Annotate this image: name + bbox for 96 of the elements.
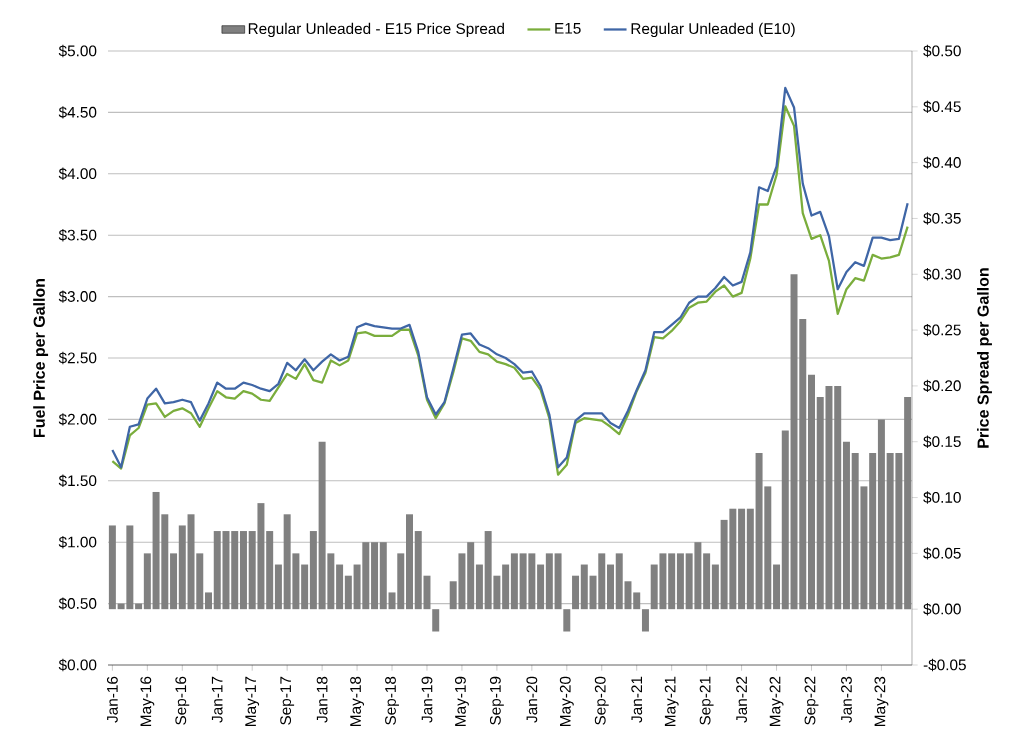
y-tick-label: $2.50 <box>58 351 97 365</box>
bar <box>641 609 649 632</box>
bar <box>668 553 676 610</box>
y2-tick-label: $0.15 <box>923 435 961 448</box>
bar <box>607 564 614 610</box>
x-tick-label: Sep-16 <box>175 676 190 725</box>
bar <box>344 575 352 610</box>
bar <box>108 525 116 610</box>
y2-tick-label: $0.35 <box>923 212 961 225</box>
bar <box>633 592 641 610</box>
x-tick-label: Jan-16 <box>106 676 118 723</box>
bar <box>563 609 571 632</box>
bar <box>869 452 877 610</box>
y2-tick-label: $0.20 <box>923 379 961 393</box>
y-tick-label: $4.00 <box>58 167 97 181</box>
bar <box>135 603 143 610</box>
y2-tick-label: $0.10 <box>923 491 961 504</box>
y2-tick-label: -$0.05 <box>923 658 966 672</box>
x-tick-label: Sep-17 <box>280 676 295 725</box>
x-tick-label: Jan-23 <box>841 676 852 723</box>
x-tick-label: Jan-20 <box>526 676 538 723</box>
x-tick-label: May-20 <box>559 676 574 726</box>
bar <box>231 531 239 610</box>
x-tick-label: Sep-18 <box>385 676 399 725</box>
x-tick-label: Sep-21 <box>699 676 714 725</box>
x-tick-label: May-18 <box>350 676 365 726</box>
bar <box>239 531 247 610</box>
x-tick-label: May-22 <box>769 676 784 726</box>
bar <box>274 564 282 610</box>
bar <box>537 564 545 610</box>
legend-label: E15 <box>555 23 581 34</box>
y-tick-label: $2.00 <box>58 413 97 426</box>
x-tick-label: Jan-19 <box>421 676 433 723</box>
y-tick-label: $0.50 <box>58 597 97 610</box>
bar <box>842 441 850 610</box>
bar <box>432 609 440 632</box>
y2-tick-label: $0.05 <box>923 547 961 560</box>
bar <box>545 553 553 610</box>
x-tick-label: Jan-17 <box>211 676 223 723</box>
bar <box>143 553 151 610</box>
y2-tick-label: $0.45 <box>923 100 961 114</box>
x-tick-label: Jan-22 <box>736 676 748 723</box>
y2-axis-title: Price Spread per Gallon <box>977 268 992 448</box>
y2-tick-label: $0.40 <box>923 156 961 169</box>
bar <box>502 564 510 610</box>
bar <box>904 397 912 610</box>
bar <box>406 514 413 610</box>
bar <box>379 542 387 610</box>
bar <box>746 508 754 610</box>
bar <box>178 525 186 610</box>
x-tick-label: Sep-20 <box>594 676 609 725</box>
bar <box>309 531 317 610</box>
x-tick-label: May-23 <box>874 676 889 726</box>
y-tick-label: $1.00 <box>58 535 97 549</box>
bar <box>467 542 475 610</box>
bar <box>834 385 842 610</box>
legend-label: Regular Unleaded (E10) <box>631 22 795 38</box>
bar <box>301 564 309 610</box>
bar <box>703 553 711 610</box>
bar <box>711 564 719 610</box>
x-tick-label: Jan-21 <box>631 676 643 723</box>
bar <box>510 553 518 610</box>
y2-tick-label: $0.00 <box>923 602 961 616</box>
y-tick-label: $3.00 <box>58 290 97 303</box>
x-tick-label: Sep-19 <box>489 676 504 725</box>
bar <box>266 531 274 610</box>
bar <box>738 508 746 610</box>
bar <box>808 374 815 610</box>
y2-tick-label: $0.50 <box>923 44 961 58</box>
y-axis-title: Fuel Price per Gallon <box>33 278 49 437</box>
y-tick-label: $3.50 <box>58 228 97 242</box>
bar <box>676 553 684 610</box>
x-tick-label: May-19 <box>454 676 469 726</box>
y-tick-label: $5.00 <box>58 44 97 58</box>
x-tick-label: May-16 <box>140 676 155 726</box>
bar <box>371 542 379 610</box>
x-tick-label: Sep-22 <box>804 676 819 725</box>
y2-tick-label: $0.30 <box>923 268 961 281</box>
bar <box>781 430 789 610</box>
x-tick-label: May-21 <box>664 676 679 726</box>
bar <box>336 564 344 610</box>
y-tick-label: $4.50 <box>58 106 97 119</box>
bar <box>170 553 178 610</box>
legend-label: Regular Unleaded - E15 Price Spread <box>248 22 504 38</box>
y-tick-label: $0.00 <box>58 658 97 672</box>
x-tick-label: May-17 <box>245 676 260 726</box>
bar <box>877 419 885 610</box>
bar <box>572 575 580 610</box>
x-tick-label: Jan-18 <box>316 676 328 723</box>
bar <box>205 592 212 610</box>
y2-tick-label: $0.25 <box>923 323 961 337</box>
y-tick-label: $1.50 <box>58 474 97 488</box>
bar <box>773 564 781 610</box>
bar <box>580 564 588 610</box>
bar <box>554 553 562 610</box>
bar <box>475 564 483 610</box>
